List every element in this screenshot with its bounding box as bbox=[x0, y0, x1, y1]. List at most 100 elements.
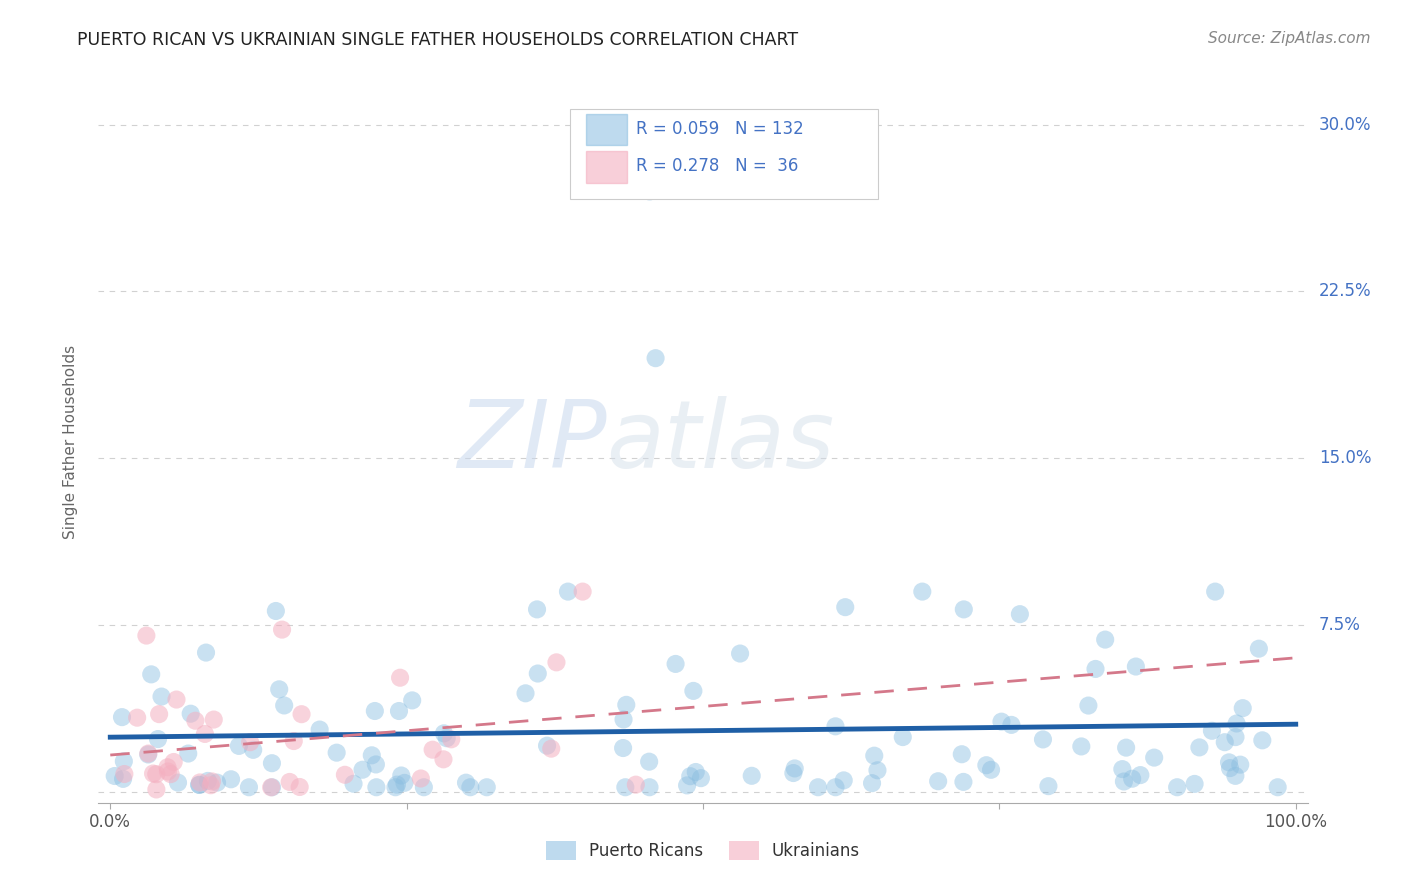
Point bbox=[146, 732, 169, 747]
Point bbox=[278, 775, 301, 789]
Point bbox=[1084, 662, 1107, 676]
Point bbox=[976, 758, 998, 772]
Point bbox=[364, 704, 387, 718]
Point bbox=[269, 682, 291, 697]
Point bbox=[891, 730, 914, 744]
Point bbox=[1032, 732, 1054, 747]
Point bbox=[188, 778, 211, 792]
Point bbox=[389, 671, 412, 685]
Point bbox=[148, 707, 170, 722]
Point bbox=[333, 768, 356, 782]
Point bbox=[676, 778, 699, 792]
Point bbox=[741, 769, 763, 783]
Point bbox=[264, 604, 287, 618]
Point bbox=[612, 741, 634, 756]
Point bbox=[1267, 780, 1289, 795]
FancyBboxPatch shape bbox=[586, 151, 627, 183]
Point bbox=[205, 775, 228, 789]
Point bbox=[104, 769, 127, 783]
Point bbox=[950, 747, 973, 762]
Point bbox=[366, 780, 388, 795]
Point bbox=[325, 746, 347, 760]
Point bbox=[260, 756, 283, 771]
Point bbox=[385, 778, 408, 792]
Point bbox=[1070, 739, 1092, 754]
Point bbox=[1008, 607, 1031, 622]
Point bbox=[433, 726, 456, 740]
Point bbox=[394, 776, 416, 790]
Text: 22.5%: 22.5% bbox=[1319, 283, 1371, 301]
Point bbox=[1188, 740, 1211, 755]
Point bbox=[834, 600, 856, 615]
Point bbox=[127, 711, 149, 725]
Point bbox=[194, 727, 217, 741]
Point bbox=[200, 778, 222, 792]
Point bbox=[863, 748, 886, 763]
Point bbox=[540, 741, 562, 756]
Point bbox=[112, 754, 135, 768]
Point bbox=[1201, 723, 1223, 738]
Point bbox=[260, 780, 283, 795]
Text: 15.0%: 15.0% bbox=[1319, 450, 1371, 467]
Point bbox=[911, 584, 934, 599]
Point bbox=[1125, 659, 1147, 673]
Point bbox=[409, 772, 432, 786]
Point bbox=[167, 775, 190, 789]
Point bbox=[197, 773, 219, 788]
Point bbox=[690, 771, 713, 785]
Point bbox=[614, 698, 637, 712]
Point bbox=[1232, 701, 1254, 715]
Point bbox=[432, 752, 454, 766]
Point bbox=[952, 602, 974, 616]
Point bbox=[202, 713, 225, 727]
Point bbox=[860, 776, 883, 790]
Point bbox=[460, 780, 482, 795]
Point bbox=[195, 646, 218, 660]
Point bbox=[990, 714, 1012, 729]
Point bbox=[927, 774, 949, 789]
Point bbox=[389, 768, 412, 782]
Point bbox=[201, 774, 224, 789]
Point bbox=[624, 778, 647, 792]
Point bbox=[952, 775, 974, 789]
Point bbox=[1226, 716, 1249, 731]
Point bbox=[638, 755, 661, 769]
Point bbox=[638, 185, 661, 199]
Point bbox=[475, 780, 498, 795]
Point bbox=[238, 780, 260, 795]
Text: R = 0.278   N =  36: R = 0.278 N = 36 bbox=[637, 157, 799, 175]
Point bbox=[384, 780, 406, 795]
Point bbox=[1247, 641, 1270, 656]
Point bbox=[612, 713, 634, 727]
Point bbox=[1094, 632, 1116, 647]
Text: Source: ZipAtlas.com: Source: ZipAtlas.com bbox=[1208, 31, 1371, 46]
Text: 30.0%: 30.0% bbox=[1319, 116, 1371, 134]
Point bbox=[111, 710, 134, 724]
Point bbox=[290, 707, 312, 722]
Point bbox=[141, 667, 163, 681]
Point bbox=[526, 666, 548, 681]
Point bbox=[1038, 779, 1060, 793]
Point bbox=[156, 760, 179, 774]
Point bbox=[219, 772, 242, 787]
Point bbox=[228, 739, 250, 753]
Point bbox=[342, 777, 364, 791]
Point bbox=[1251, 733, 1274, 747]
Point bbox=[177, 747, 200, 761]
Point bbox=[644, 351, 666, 366]
Text: 7.5%: 7.5% bbox=[1319, 616, 1361, 634]
Point bbox=[1143, 750, 1166, 764]
Point bbox=[401, 693, 423, 707]
Point bbox=[1218, 756, 1240, 770]
Point bbox=[166, 692, 188, 706]
Point bbox=[136, 747, 159, 761]
Point bbox=[440, 732, 463, 747]
Text: atlas: atlas bbox=[606, 396, 835, 487]
Point bbox=[665, 657, 688, 671]
Point bbox=[1115, 740, 1137, 755]
FancyBboxPatch shape bbox=[586, 113, 627, 145]
Text: PUERTO RICAN VS UKRAINIAN SINGLE FATHER HOUSEHOLDS CORRELATION CHART: PUERTO RICAN VS UKRAINIAN SINGLE FATHER … bbox=[77, 31, 799, 49]
Point bbox=[454, 775, 477, 789]
Point bbox=[142, 766, 165, 780]
Point bbox=[163, 755, 186, 769]
